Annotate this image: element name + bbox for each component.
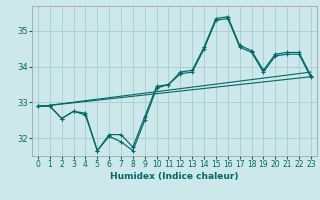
X-axis label: Humidex (Indice chaleur): Humidex (Indice chaleur): [110, 172, 239, 181]
